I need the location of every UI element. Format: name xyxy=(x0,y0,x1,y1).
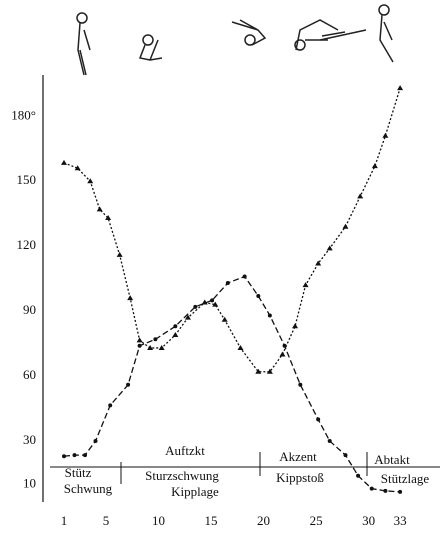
phase-lines xyxy=(50,452,440,484)
x-tick-label: 30 xyxy=(362,513,375,528)
point xyxy=(237,344,244,350)
y-tick-label: 60 xyxy=(23,367,36,382)
point xyxy=(147,344,154,350)
point xyxy=(105,215,112,221)
phase-label: Stütz xyxy=(65,465,92,480)
point xyxy=(256,293,261,298)
point xyxy=(292,323,299,329)
point xyxy=(342,223,349,229)
y-tick-label: 30 xyxy=(23,432,36,447)
point xyxy=(369,486,374,491)
x-tick-label: 10 xyxy=(152,513,165,528)
point xyxy=(242,274,247,279)
x-tick-label: 15 xyxy=(205,513,218,528)
point xyxy=(172,331,179,337)
point xyxy=(74,165,81,171)
phase-label: Auftzkt xyxy=(165,443,205,458)
phase-label: Sturzschwung xyxy=(145,468,219,483)
point xyxy=(398,489,403,494)
point xyxy=(266,368,273,374)
point xyxy=(212,301,219,307)
point xyxy=(137,343,142,348)
phase-label: Stützlage xyxy=(381,471,430,486)
point xyxy=(184,314,191,320)
point xyxy=(108,403,113,408)
y-tick-label: 90 xyxy=(23,302,36,317)
point xyxy=(326,245,333,251)
point xyxy=(96,206,103,212)
point xyxy=(298,382,303,387)
phase-label: Akzent xyxy=(279,449,317,464)
y-tick-label: 150 xyxy=(17,172,37,187)
phase-label: Schwung xyxy=(64,481,113,496)
y-tick-label: 180° xyxy=(11,107,36,122)
point xyxy=(210,298,215,303)
x-tick-label: 1 xyxy=(61,513,68,528)
phase-label: Abtakt xyxy=(374,452,410,467)
point xyxy=(356,473,361,478)
point xyxy=(136,337,143,343)
x-tick-label: 25 xyxy=(310,513,323,528)
point xyxy=(153,337,158,342)
point xyxy=(62,454,67,459)
point xyxy=(282,343,287,348)
point xyxy=(327,439,332,444)
point xyxy=(382,132,389,138)
point xyxy=(255,368,262,374)
x-tick-label: 20 xyxy=(257,513,270,528)
point xyxy=(173,324,178,329)
point xyxy=(302,282,309,288)
point xyxy=(267,313,272,318)
series-line xyxy=(63,275,401,493)
point xyxy=(279,351,286,357)
point xyxy=(383,488,388,493)
phase-label: Kipplage xyxy=(171,484,219,499)
series-line xyxy=(63,87,401,373)
x-tick-label: 5 xyxy=(103,513,110,528)
point xyxy=(126,382,131,387)
point xyxy=(72,453,77,458)
point xyxy=(397,85,404,91)
point xyxy=(193,304,198,309)
y-tick-label: 120 xyxy=(17,237,37,252)
phase-label: Kippstoß xyxy=(276,470,324,485)
point xyxy=(158,344,165,350)
point xyxy=(93,439,98,444)
point xyxy=(127,295,134,301)
point xyxy=(343,453,348,458)
y-tick-label: 10 xyxy=(23,475,36,490)
point xyxy=(357,193,364,199)
point xyxy=(83,453,88,458)
point xyxy=(315,260,322,266)
point xyxy=(116,251,123,257)
point xyxy=(61,159,68,165)
point xyxy=(371,163,378,169)
figure-icons xyxy=(76,4,394,76)
x-tick-label: 33 xyxy=(394,513,407,528)
point xyxy=(87,178,94,184)
point xyxy=(221,316,228,322)
point xyxy=(316,417,321,422)
point xyxy=(225,281,230,286)
